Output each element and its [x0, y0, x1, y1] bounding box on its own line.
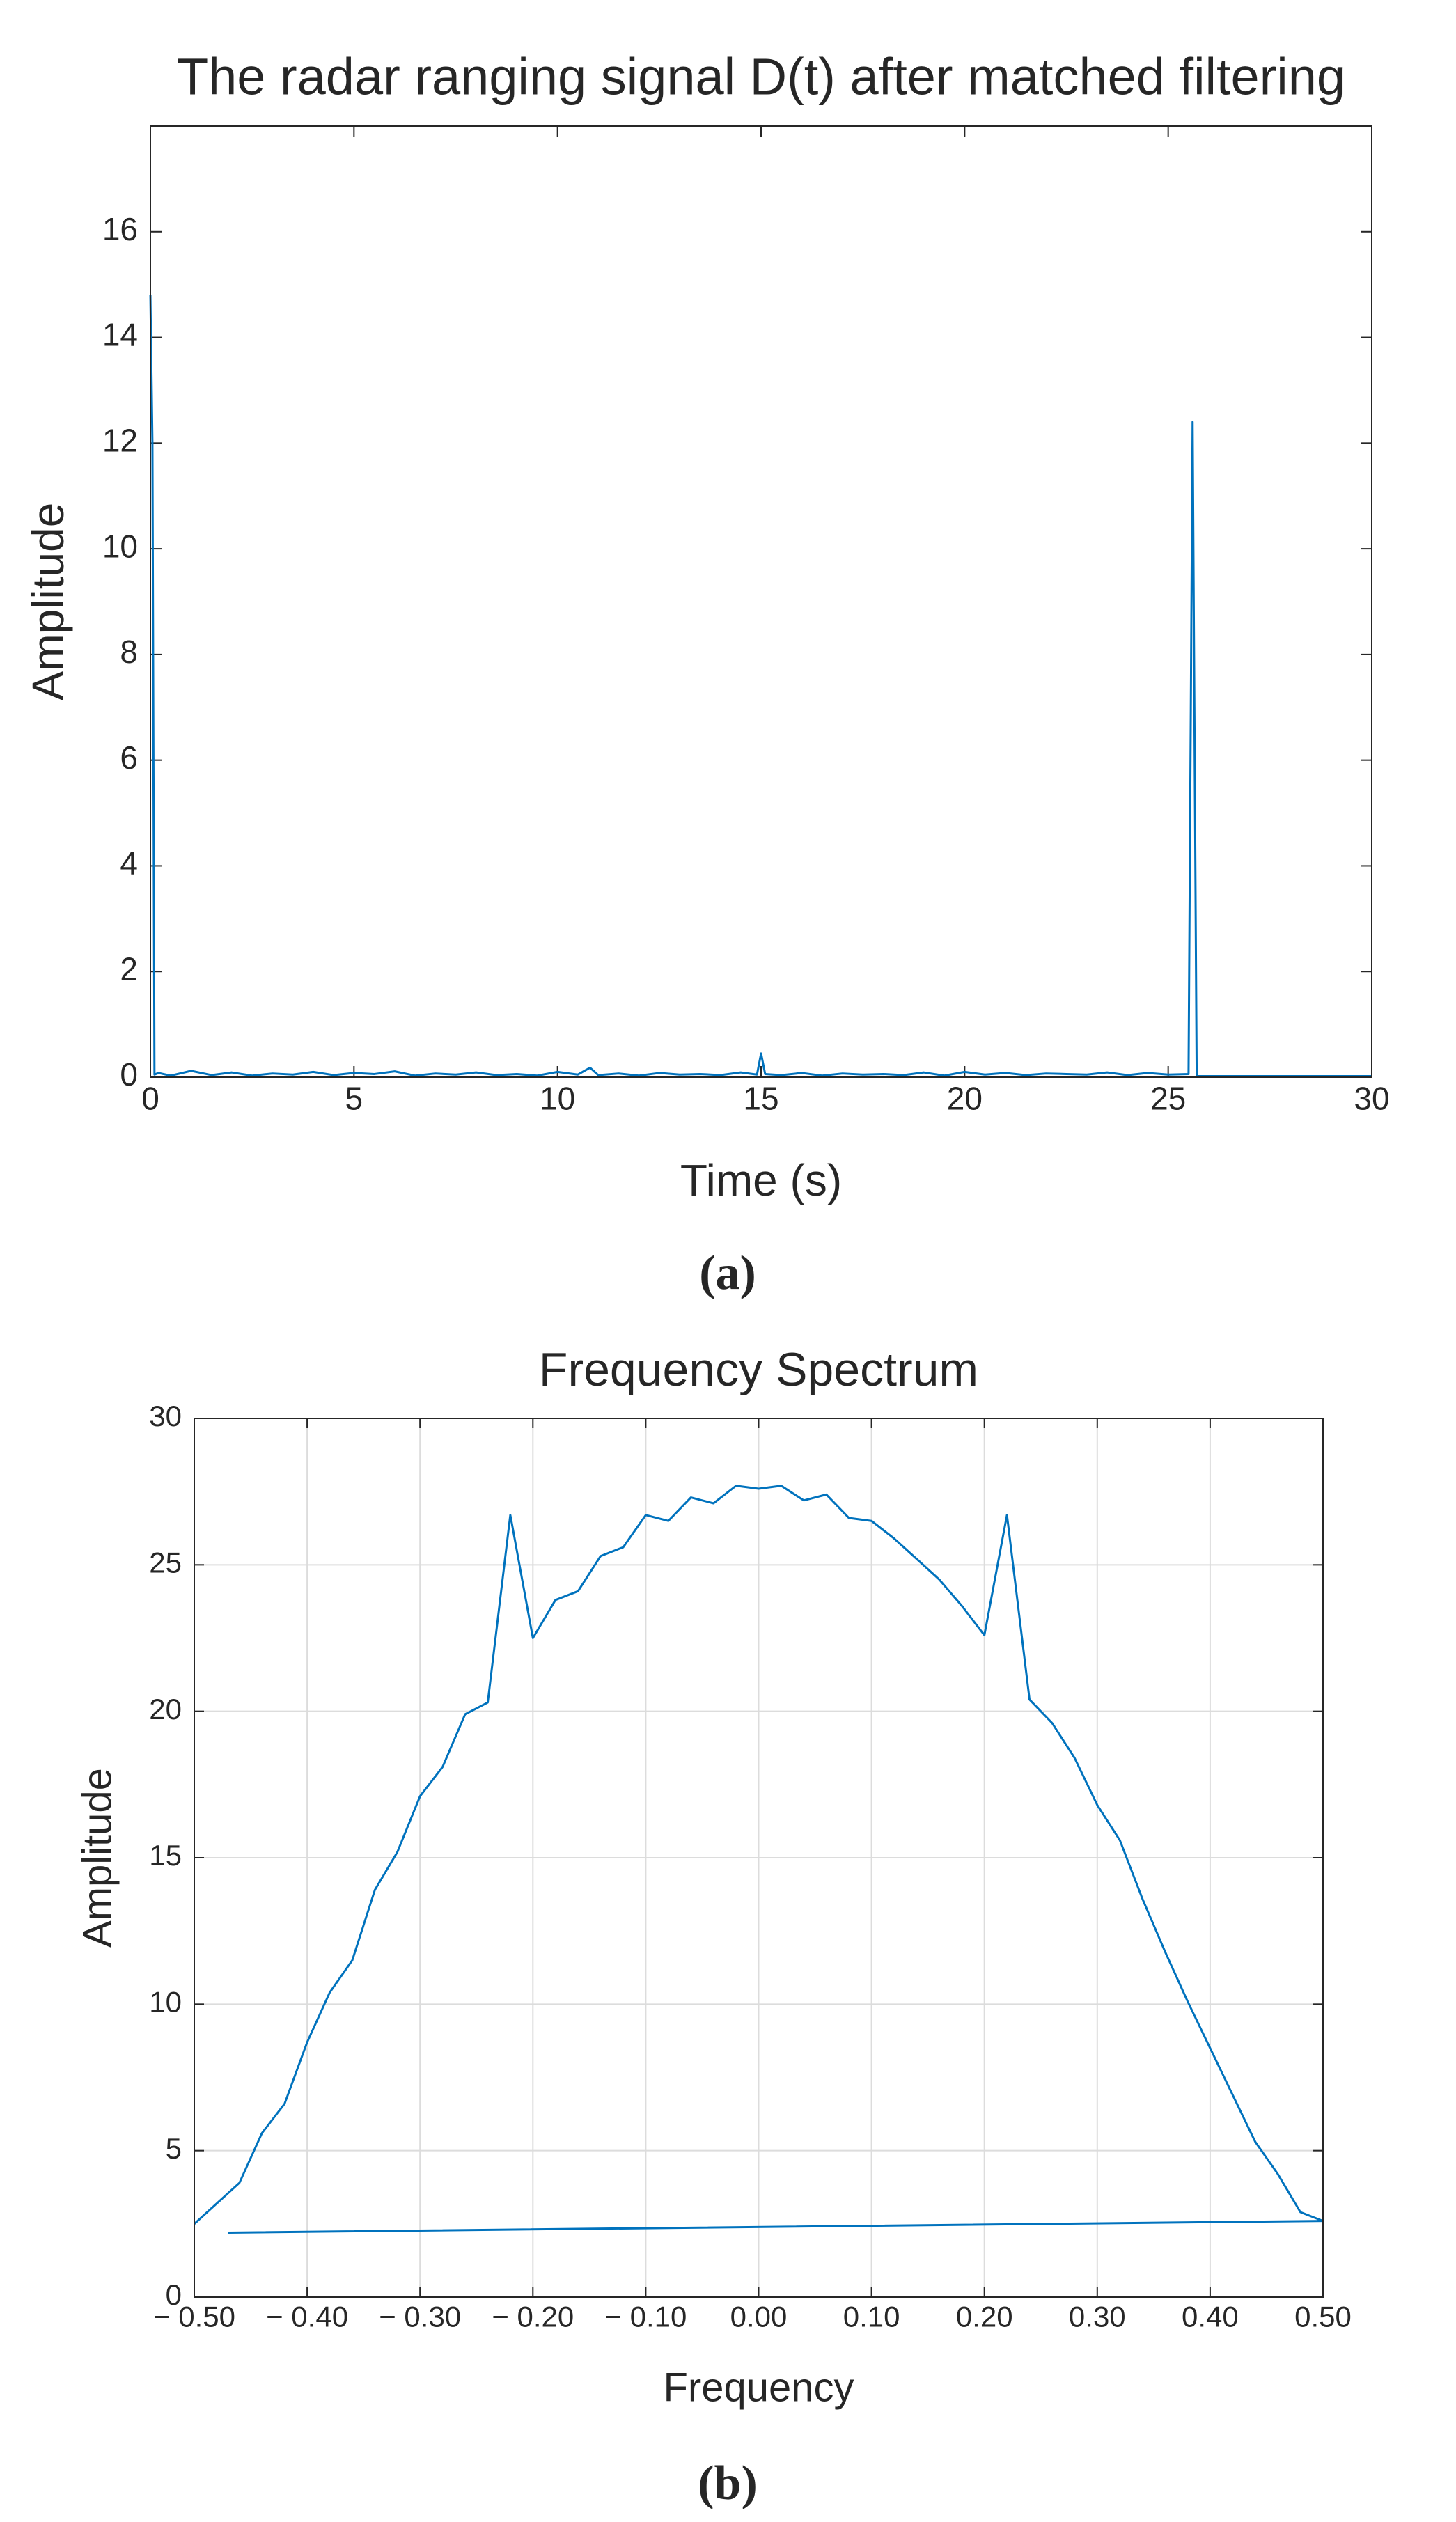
y-tick-label: 25	[149, 1546, 182, 1579]
y-tick-label: 10	[149, 1985, 182, 2018]
y-tick-label: 6	[120, 739, 138, 776]
chart-title: Frequency Spectrum	[539, 1343, 978, 1396]
y-tick-label: 10	[102, 528, 138, 564]
y-tick-label: 20	[149, 1693, 182, 1725]
x-tick-label: 0.30	[1069, 2301, 1126, 2333]
x-tick-label: 0.20	[956, 2301, 1013, 2333]
x-tick-label: 30	[1354, 1081, 1389, 1117]
x-tick-label: 0.00	[730, 2301, 788, 2333]
y-axis-label: Amplitude	[75, 1768, 120, 1948]
x-tick-label: 20	[947, 1081, 983, 1117]
plot-frame	[150, 125, 1372, 1078]
x-tick-label: − 0.30	[379, 2301, 461, 2333]
y-tick-label: 15	[149, 1839, 182, 1872]
y-tick-label: 5	[166, 2132, 182, 2165]
x-axis-label: Frequency	[663, 2365, 854, 2410]
x-tick-label: − 0.10	[604, 2301, 687, 2333]
y-tick-label: 2	[120, 950, 138, 987]
x-tick-label: 0.50	[1294, 2301, 1352, 2333]
y-tick-label: 8	[120, 634, 138, 670]
y-tick-label: 12	[102, 422, 138, 458]
caption: (a)	[699, 1246, 756, 1300]
data-line	[193, 1485, 1324, 2234]
caption: (b)	[698, 2457, 758, 2510]
y-axis-label: Amplitude	[23, 503, 73, 701]
x-tick-label: 5	[345, 1081, 363, 1117]
x-tick-label: − 0.40	[266, 2301, 348, 2333]
y-tick-label: 30	[149, 1400, 182, 1432]
x-tick-label: 0	[141, 1081, 159, 1117]
y-tick-label: 0	[166, 2278, 182, 2311]
x-tick-label: 0.10	[843, 2301, 900, 2333]
x-axis-label: Time (s)	[680, 1155, 842, 1205]
y-tick-label: 14	[102, 317, 138, 353]
x-tick-label: 0.40	[1182, 2301, 1239, 2333]
y-tick-label: 16	[102, 211, 138, 247]
x-tick-label: − 0.50	[153, 2301, 235, 2333]
x-tick-label: 15	[743, 1081, 778, 1117]
x-tick-label: 10	[540, 1081, 575, 1117]
data-line	[149, 295, 1372, 1077]
y-tick-label: 4	[120, 845, 138, 882]
x-tick-label: − 0.20	[492, 2301, 574, 2333]
x-tick-label: 25	[1150, 1081, 1186, 1117]
plot-frame	[194, 1418, 1324, 2298]
chart-title: The radar ranging signal D(t) after matc…	[177, 48, 1345, 106]
y-tick-label: 0	[120, 1056, 138, 1092]
